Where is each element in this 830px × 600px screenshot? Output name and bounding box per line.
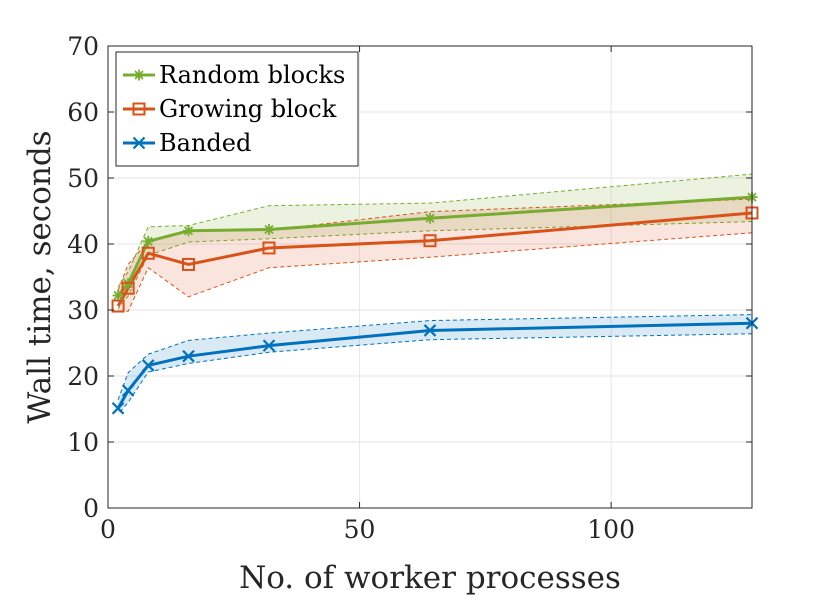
legend-box [115,51,359,167]
point-growing-block [111,299,125,313]
point-random-blocks [424,212,436,224]
y-tick-label: 70 [67,32,99,61]
point-banded [262,339,276,352]
point-growing-block [121,281,135,295]
point-banded [121,384,135,397]
legend: Random blocks Growing block Banded [115,51,359,167]
band-upper-banded [117,314,753,400]
point-banded [423,324,437,337]
y-tick-label: 20 [67,362,99,391]
band-lower-banded [117,333,753,415]
point-growing-block [182,257,195,271]
band-lower-random-blocks [117,221,753,309]
point-random-blocks [183,225,194,237]
y-tick-label: 50 [67,164,99,193]
x-tick-label: 50 [344,515,376,544]
y-tick-label: 60 [67,98,99,127]
legend-marker-growing-block [132,102,146,116]
x-tick-label: 0 [100,515,116,544]
legend-label-random-blocks: Random blocks [159,61,345,89]
point-random-blocks [263,223,275,235]
y-tick-label: 0 [83,494,99,523]
axes-box [107,45,753,509]
legend-marker-random-blocks [133,69,145,81]
point-random-blocks [142,235,154,247]
legend-label-growing-block: Growing block [159,95,337,123]
legend-label-banded: Banded [159,129,251,157]
tick-labels: 0 50 100 0 10 20 30 40 50 60 70 [67,32,635,544]
y-tick-label: 10 [67,428,99,457]
point-growing-block [423,234,437,248]
point-growing-block [262,241,276,255]
x-axis-title: No. of worker processes [239,560,621,596]
legend-entries: Random blocks Growing block Banded [123,61,345,157]
point-random-blocks [112,289,124,301]
band-lower-growing-block [118,232,753,313]
y-axis-title: Wall time, seconds [22,130,58,423]
point-banded [141,359,155,372]
point-banded [111,402,125,415]
axis-ticks [107,45,752,509]
x-tick-label: 100 [587,515,635,544]
legend-marker-banded [132,136,146,150]
point-growing-block [141,246,155,260]
y-tick-label: 30 [67,296,99,325]
band-banded [118,314,752,415]
point-banded [182,349,195,363]
y-tick-label: 40 [67,230,99,259]
